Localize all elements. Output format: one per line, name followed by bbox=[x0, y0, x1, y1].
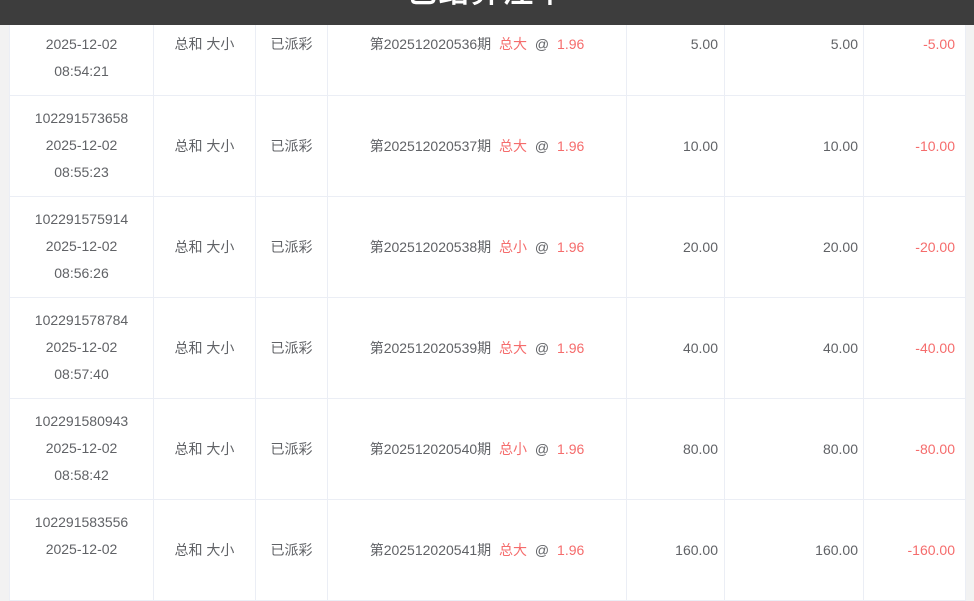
cell-valid-amount: 160.00 bbox=[724, 499, 864, 601]
period-label: 第202512020540期 bbox=[369, 440, 492, 457]
cell-play-type: 总和 大小 bbox=[153, 196, 256, 298]
odds-value: 1.96 bbox=[557, 36, 585, 53]
cell-status: 已派彩 bbox=[255, 196, 328, 298]
odds-value: 1.96 bbox=[557, 137, 585, 154]
period-label: 第202512020537期 bbox=[369, 137, 492, 154]
order-id: 102291578784 bbox=[34, 312, 129, 328]
at-sign: @ bbox=[534, 339, 550, 356]
cell-status: 已派彩 bbox=[255, 297, 328, 399]
period-label: 第202512020541期 bbox=[369, 541, 492, 558]
cell-status: 已派彩 bbox=[255, 398, 328, 500]
settled-bets-table-area: 2025-12-02 08:54:21 总和 大小 已派彩 第202512020… bbox=[9, 0, 966, 601]
odds-value: 1.96 bbox=[557, 440, 585, 457]
order-id: 102291583556 bbox=[34, 514, 129, 530]
bet-time: 08:56:26 bbox=[54, 265, 109, 281]
cell-win-loss: -10.00 bbox=[863, 95, 966, 197]
bet-date: 2025-12-02 bbox=[45, 541, 118, 557]
odds-value: 1.96 bbox=[557, 339, 585, 356]
cell-bet-amount: 80.00 bbox=[626, 398, 725, 500]
at-sign: @ bbox=[534, 541, 550, 558]
table-row: 102291575914 2025-12-02 08:56:26 总和 大小 已… bbox=[9, 196, 966, 298]
order-id: 102291580943 bbox=[34, 413, 129, 429]
page-title: 已结算注单 bbox=[0, 0, 974, 8]
pick-label: 总大 bbox=[499, 137, 528, 154]
cell-win-loss: -160.00 bbox=[863, 499, 966, 601]
bet-date: 2025-12-02 bbox=[45, 440, 118, 456]
cell-win-loss: -80.00 bbox=[863, 398, 966, 500]
bet-time: 08:57:40 bbox=[54, 366, 109, 382]
cell-win-loss: -40.00 bbox=[863, 297, 966, 399]
cell-play-type: 总和 大小 bbox=[153, 499, 256, 601]
bet-date: 2025-12-02 bbox=[45, 238, 118, 254]
at-sign: @ bbox=[534, 36, 550, 53]
table-row: 102291583556 2025-12-02 总和 大小 已派彩 第20251… bbox=[9, 499, 966, 601]
cell-status: 已派彩 bbox=[255, 499, 328, 601]
bet-time bbox=[10, 563, 153, 590]
cell-bet-detail: 第202512020538期 总小 @ 1.96 bbox=[327, 196, 627, 298]
cell-play-type: 总和 大小 bbox=[153, 95, 256, 197]
settled-bets-table: 2025-12-02 08:54:21 总和 大小 已派彩 第202512020… bbox=[9, 0, 966, 601]
table-row: 102291578784 2025-12-02 08:57:40 总和 大小 已… bbox=[9, 297, 966, 399]
pick-label: 总小 bbox=[499, 440, 528, 457]
pick-label: 总小 bbox=[499, 238, 528, 255]
order-id: 102291573658 bbox=[34, 110, 129, 126]
order-id: 102291575914 bbox=[34, 211, 129, 227]
cell-bet-amount: 20.00 bbox=[626, 196, 725, 298]
cell-bet-detail: 第202512020540期 总小 @ 1.96 bbox=[327, 398, 627, 500]
bet-date: 2025-12-02 bbox=[45, 137, 118, 153]
odds-value: 1.96 bbox=[557, 238, 585, 255]
bet-time: 08:54:21 bbox=[54, 62, 109, 79]
cell-order-and-time: 102291578784 2025-12-02 08:57:40 bbox=[9, 297, 154, 399]
cell-order-and-time: 102291580943 2025-12-02 08:58:42 bbox=[9, 398, 154, 500]
cell-bet-amount: 10.00 bbox=[626, 95, 725, 197]
cell-valid-amount: 80.00 bbox=[724, 398, 864, 500]
table-row: 102291573658 2025-12-02 08:55:23 总和 大小 已… bbox=[9, 95, 966, 197]
odds-value: 1.96 bbox=[557, 541, 585, 558]
pick-label: 总大 bbox=[499, 36, 528, 53]
cell-play-type: 总和 大小 bbox=[153, 398, 256, 500]
cell-valid-amount: 20.00 bbox=[724, 196, 864, 298]
cell-bet-amount: 40.00 bbox=[626, 297, 725, 399]
period-label: 第202512020536期 bbox=[369, 36, 492, 53]
cell-bet-amount: 160.00 bbox=[626, 499, 725, 601]
cell-play-type: 总和 大小 bbox=[153, 297, 256, 399]
period-label: 第202512020538期 bbox=[369, 238, 492, 255]
cell-bet-detail: 第202512020537期 总大 @ 1.96 bbox=[327, 95, 627, 197]
bet-date: 2025-12-02 bbox=[45, 35, 118, 52]
cell-bet-detail: 第202512020539期 总大 @ 1.96 bbox=[327, 297, 627, 399]
table-row: 102291580943 2025-12-02 08:58:42 总和 大小 已… bbox=[9, 398, 966, 500]
period-label: 第202512020539期 bbox=[369, 339, 492, 356]
pick-label: 总大 bbox=[499, 339, 528, 356]
title-bar: 已结算注单 bbox=[0, 0, 974, 25]
table-body: 2025-12-02 08:54:21 总和 大小 已派彩 第202512020… bbox=[9, 0, 966, 601]
at-sign: @ bbox=[534, 137, 550, 154]
bet-time: 08:58:42 bbox=[54, 467, 109, 483]
cell-status: 已派彩 bbox=[255, 95, 328, 197]
cell-valid-amount: 10.00 bbox=[724, 95, 864, 197]
at-sign: @ bbox=[534, 440, 550, 457]
cell-win-loss: -20.00 bbox=[863, 196, 966, 298]
bet-date: 2025-12-02 bbox=[45, 339, 118, 355]
cell-valid-amount: 40.00 bbox=[724, 297, 864, 399]
at-sign: @ bbox=[534, 238, 550, 255]
cell-order-and-time: 102291575914 2025-12-02 08:56:26 bbox=[9, 196, 154, 298]
cell-order-and-time: 102291583556 2025-12-02 bbox=[9, 499, 154, 601]
pick-label: 总大 bbox=[499, 541, 528, 558]
bet-time: 08:55:23 bbox=[54, 164, 109, 180]
cell-bet-detail: 第202512020541期 总大 @ 1.96 bbox=[327, 499, 627, 601]
cell-order-and-time: 102291573658 2025-12-02 08:55:23 bbox=[9, 95, 154, 197]
